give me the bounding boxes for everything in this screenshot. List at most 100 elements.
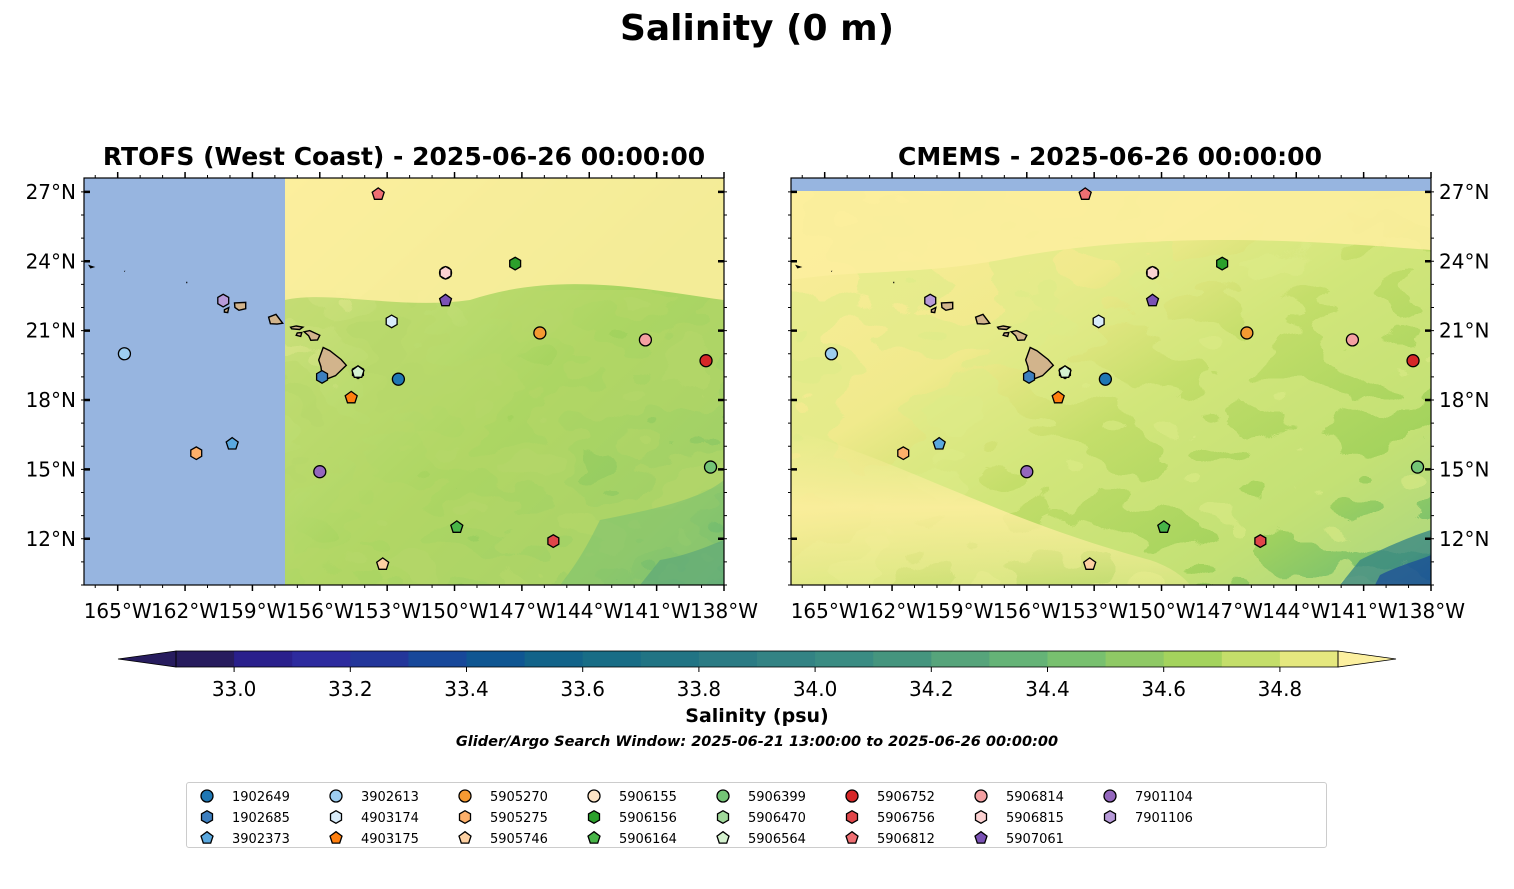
cmems-marker-7901106: [924, 293, 937, 308]
map-axes: 165°W 162°W 159°W 156°W 153°W 150°W 147°W 144°W…: [26, 172, 1489, 623]
legend-label: 5907061: [1006, 832, 1064, 847]
legend-label: 5906155: [619, 790, 677, 805]
island: [974, 313, 991, 325]
colorbar: 33.0 33.2 33.4 33.6 33.8 34.0 34.2 34.4 34.6 34.8: [117, 650, 1397, 701]
rtofs-x-tick-label: 165°W: [84, 599, 152, 623]
island: [930, 306, 937, 314]
search-window-text: Glider/Argo Search Window: 2025-06-21 13…: [456, 734, 1058, 750]
colorbar-segment: [640, 651, 700, 667]
cmems-marker-5906752: [1406, 354, 1420, 368]
cmems-y-tick-label: 15°N: [1439, 457, 1489, 481]
rtofs-marker-5906812: [371, 187, 385, 200]
cmems-marker-5906564: [1058, 365, 1072, 378]
cmems-y-tick-label: 21°N: [1439, 319, 1489, 343]
legend-label: 5905275: [490, 811, 548, 826]
rtofs-marker-3902613: [117, 347, 132, 361]
legend-marker-3902373: [200, 830, 214, 844]
rtofs-y-tick-label: 27°N: [26, 180, 76, 204]
legend-label: 5905270: [490, 790, 548, 805]
colorbar-frame: [175, 650, 1339, 668]
colorbar-segment: [757, 651, 816, 667]
colorbar-segment: [1105, 651, 1165, 667]
rtofs-marker-5907061: [438, 293, 453, 307]
legend-marker-5906155: [587, 789, 601, 803]
rtofs-x-tick-label: 153°W: [353, 599, 421, 623]
rtofs-x-tick-label: 141°W: [623, 599, 691, 623]
cmems-marker-5906756: [1254, 534, 1267, 549]
colorbar-segment: [989, 651, 1049, 667]
rtofs-marker-5906399: [703, 460, 718, 474]
legend-marker-5906399: [716, 789, 730, 803]
cmems-no-data-strip: [791, 178, 1431, 191]
legend-label: 5906752: [877, 790, 935, 805]
cmems-x-tick-label: 150°W: [1128, 599, 1196, 623]
rtofs-marker-7901104: [313, 465, 327, 479]
colorbar-segment: [1279, 651, 1339, 667]
legend-entries: 1902649 1902685 3902373 3902613 4903174 49031…: [200, 789, 1193, 847]
legend-marker-5906814: [974, 789, 988, 803]
legend-marker-5906156: [587, 809, 601, 825]
cmems-marker-5906399: [1410, 460, 1425, 474]
legend-marker-4903175: [329, 830, 343, 844]
rtofs-marker-1902685: [315, 369, 329, 384]
rtofs-marker-5906564: [351, 365, 365, 378]
cmems-marker-4903175: [1051, 390, 1065, 404]
cmems-x-tick-label: 147°W: [1195, 599, 1263, 623]
rtofs-x-tick-label: 147°W: [488, 599, 556, 623]
legend-label: 5906814: [1006, 790, 1064, 805]
colorbar-segment: [873, 651, 932, 667]
legend-label: 5906812: [877, 832, 935, 847]
rtofs-marker-7901106: [217, 293, 230, 308]
cmems-panel-title: CMEMS - 2025-06-26 00:00:00: [898, 142, 1322, 171]
hawaii-islands-rtofs: [88, 264, 348, 380]
legend-marker-1902685: [200, 809, 214, 825]
colorbar-segment: [1047, 651, 1107, 667]
cmems-marker-1902649: [1098, 372, 1113, 386]
cmems-y-tick-label: 27°N: [1439, 180, 1489, 204]
float-markers: [117, 187, 1425, 570]
colorbar-under-extension: [117, 650, 177, 668]
rtofs-x-tick-label: 150°W: [421, 599, 489, 623]
legend-label: 5906164: [619, 832, 677, 847]
island: [88, 264, 96, 269]
colorbar-tick-label: 34.4: [1025, 677, 1070, 701]
legend-label: 3902613: [361, 790, 419, 805]
island: [1009, 329, 1028, 342]
rtofs-marker-5906815: [439, 265, 452, 280]
rtofs-y-tick-label: 18°N: [26, 388, 76, 412]
cmems-x-tick-label: 159°W: [925, 599, 993, 623]
cmems-marker-5906814: [1345, 333, 1360, 347]
colorbar-segment: [582, 651, 642, 667]
cmems-marker-5906164: [1157, 520, 1171, 533]
legend-marker-1902649: [200, 789, 214, 803]
cmems-y-tick-label: 24°N: [1439, 249, 1489, 273]
colorbar-segment: [292, 651, 351, 667]
colorbar-segment: [466, 651, 526, 667]
rtofs-x-tick-label: 156°W: [286, 599, 354, 623]
rtofs-marker-5906164: [450, 520, 464, 533]
colorbar-segment: [931, 651, 990, 667]
legend-marker-7901104: [1103, 789, 1117, 803]
rtofs-marker-5905746: [375, 557, 390, 570]
legend-label: 1902649: [232, 790, 290, 805]
legend-label: 5906399: [748, 790, 806, 805]
legend-marker-3902613: [329, 789, 343, 803]
rtofs-marker-5905275: [190, 446, 203, 461]
cmems-x-tick-label: 165°W: [791, 599, 859, 623]
cmems-marker-1902685: [1022, 369, 1036, 384]
colorbar-segment: [1221, 651, 1281, 667]
cmems-y-tick-label: 12°N: [1439, 527, 1489, 551]
legend-marker-5907061: [974, 830, 988, 844]
cmems-x-tick-label: 156°W: [993, 599, 1061, 623]
legend-label: 5906564: [748, 832, 806, 847]
legend-marker-5906470: [716, 809, 730, 825]
colorbar-tick-label: 34.0: [793, 677, 838, 701]
colorbar-segment: [815, 651, 874, 667]
colorbar-tick-label: 34.8: [1258, 677, 1303, 701]
colorbar-segment: [1163, 651, 1223, 667]
rtofs-map-frame: [83, 177, 725, 586]
colorbar-segment: [176, 651, 235, 667]
cmems-marker-5906815: [1146, 265, 1159, 280]
cmems-marker-5905275: [897, 446, 910, 461]
rtofs-marker-3902373: [225, 436, 239, 450]
